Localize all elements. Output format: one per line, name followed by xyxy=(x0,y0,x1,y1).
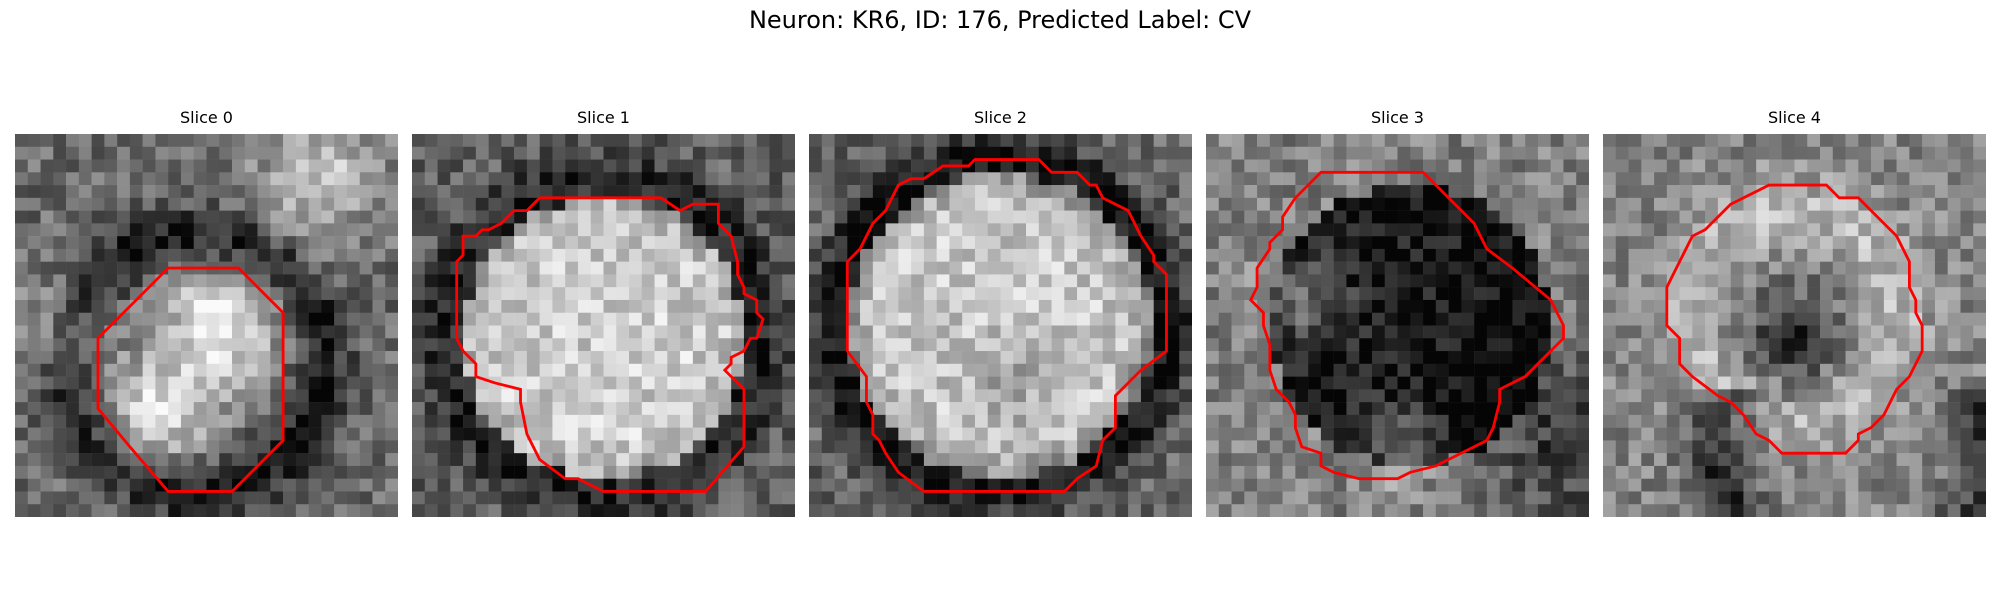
segmentation-contour xyxy=(1665,183,1924,455)
pixel-grid xyxy=(1603,134,1986,517)
slice-image xyxy=(412,134,795,517)
slice-panel-2: Slice 2 xyxy=(809,108,1192,518)
slice-title: Slice 4 xyxy=(1768,108,1821,127)
slice-title: Slice 1 xyxy=(577,108,630,127)
segmentation-contour xyxy=(845,158,1168,493)
pixel-grid xyxy=(15,134,398,517)
slice-image xyxy=(1603,134,1986,517)
slice-panel-4: Slice 4 xyxy=(1603,108,1986,518)
slice-panel-0: Slice 0 xyxy=(15,108,398,518)
slice-panel-1: Slice 1 xyxy=(412,108,795,518)
slice-image xyxy=(1206,134,1589,517)
slice-image xyxy=(809,134,1192,517)
slice-panel-3: Slice 3 xyxy=(1206,108,1589,518)
pixel-grid xyxy=(1206,134,1589,517)
slice-image xyxy=(15,134,398,517)
slice-title: Slice 3 xyxy=(1371,108,1424,127)
segmentation-contour xyxy=(1248,170,1565,481)
pixel-grid xyxy=(809,134,1192,517)
segmentation-contour xyxy=(455,196,765,493)
figure-title: Neuron: KR6, ID: 176, Predicted Label: C… xyxy=(748,6,1252,34)
pixel-grid xyxy=(412,134,795,517)
slice-title: Slice 2 xyxy=(974,108,1027,127)
slice-title: Slice 0 xyxy=(180,108,233,127)
segmentation-contour xyxy=(96,266,285,493)
